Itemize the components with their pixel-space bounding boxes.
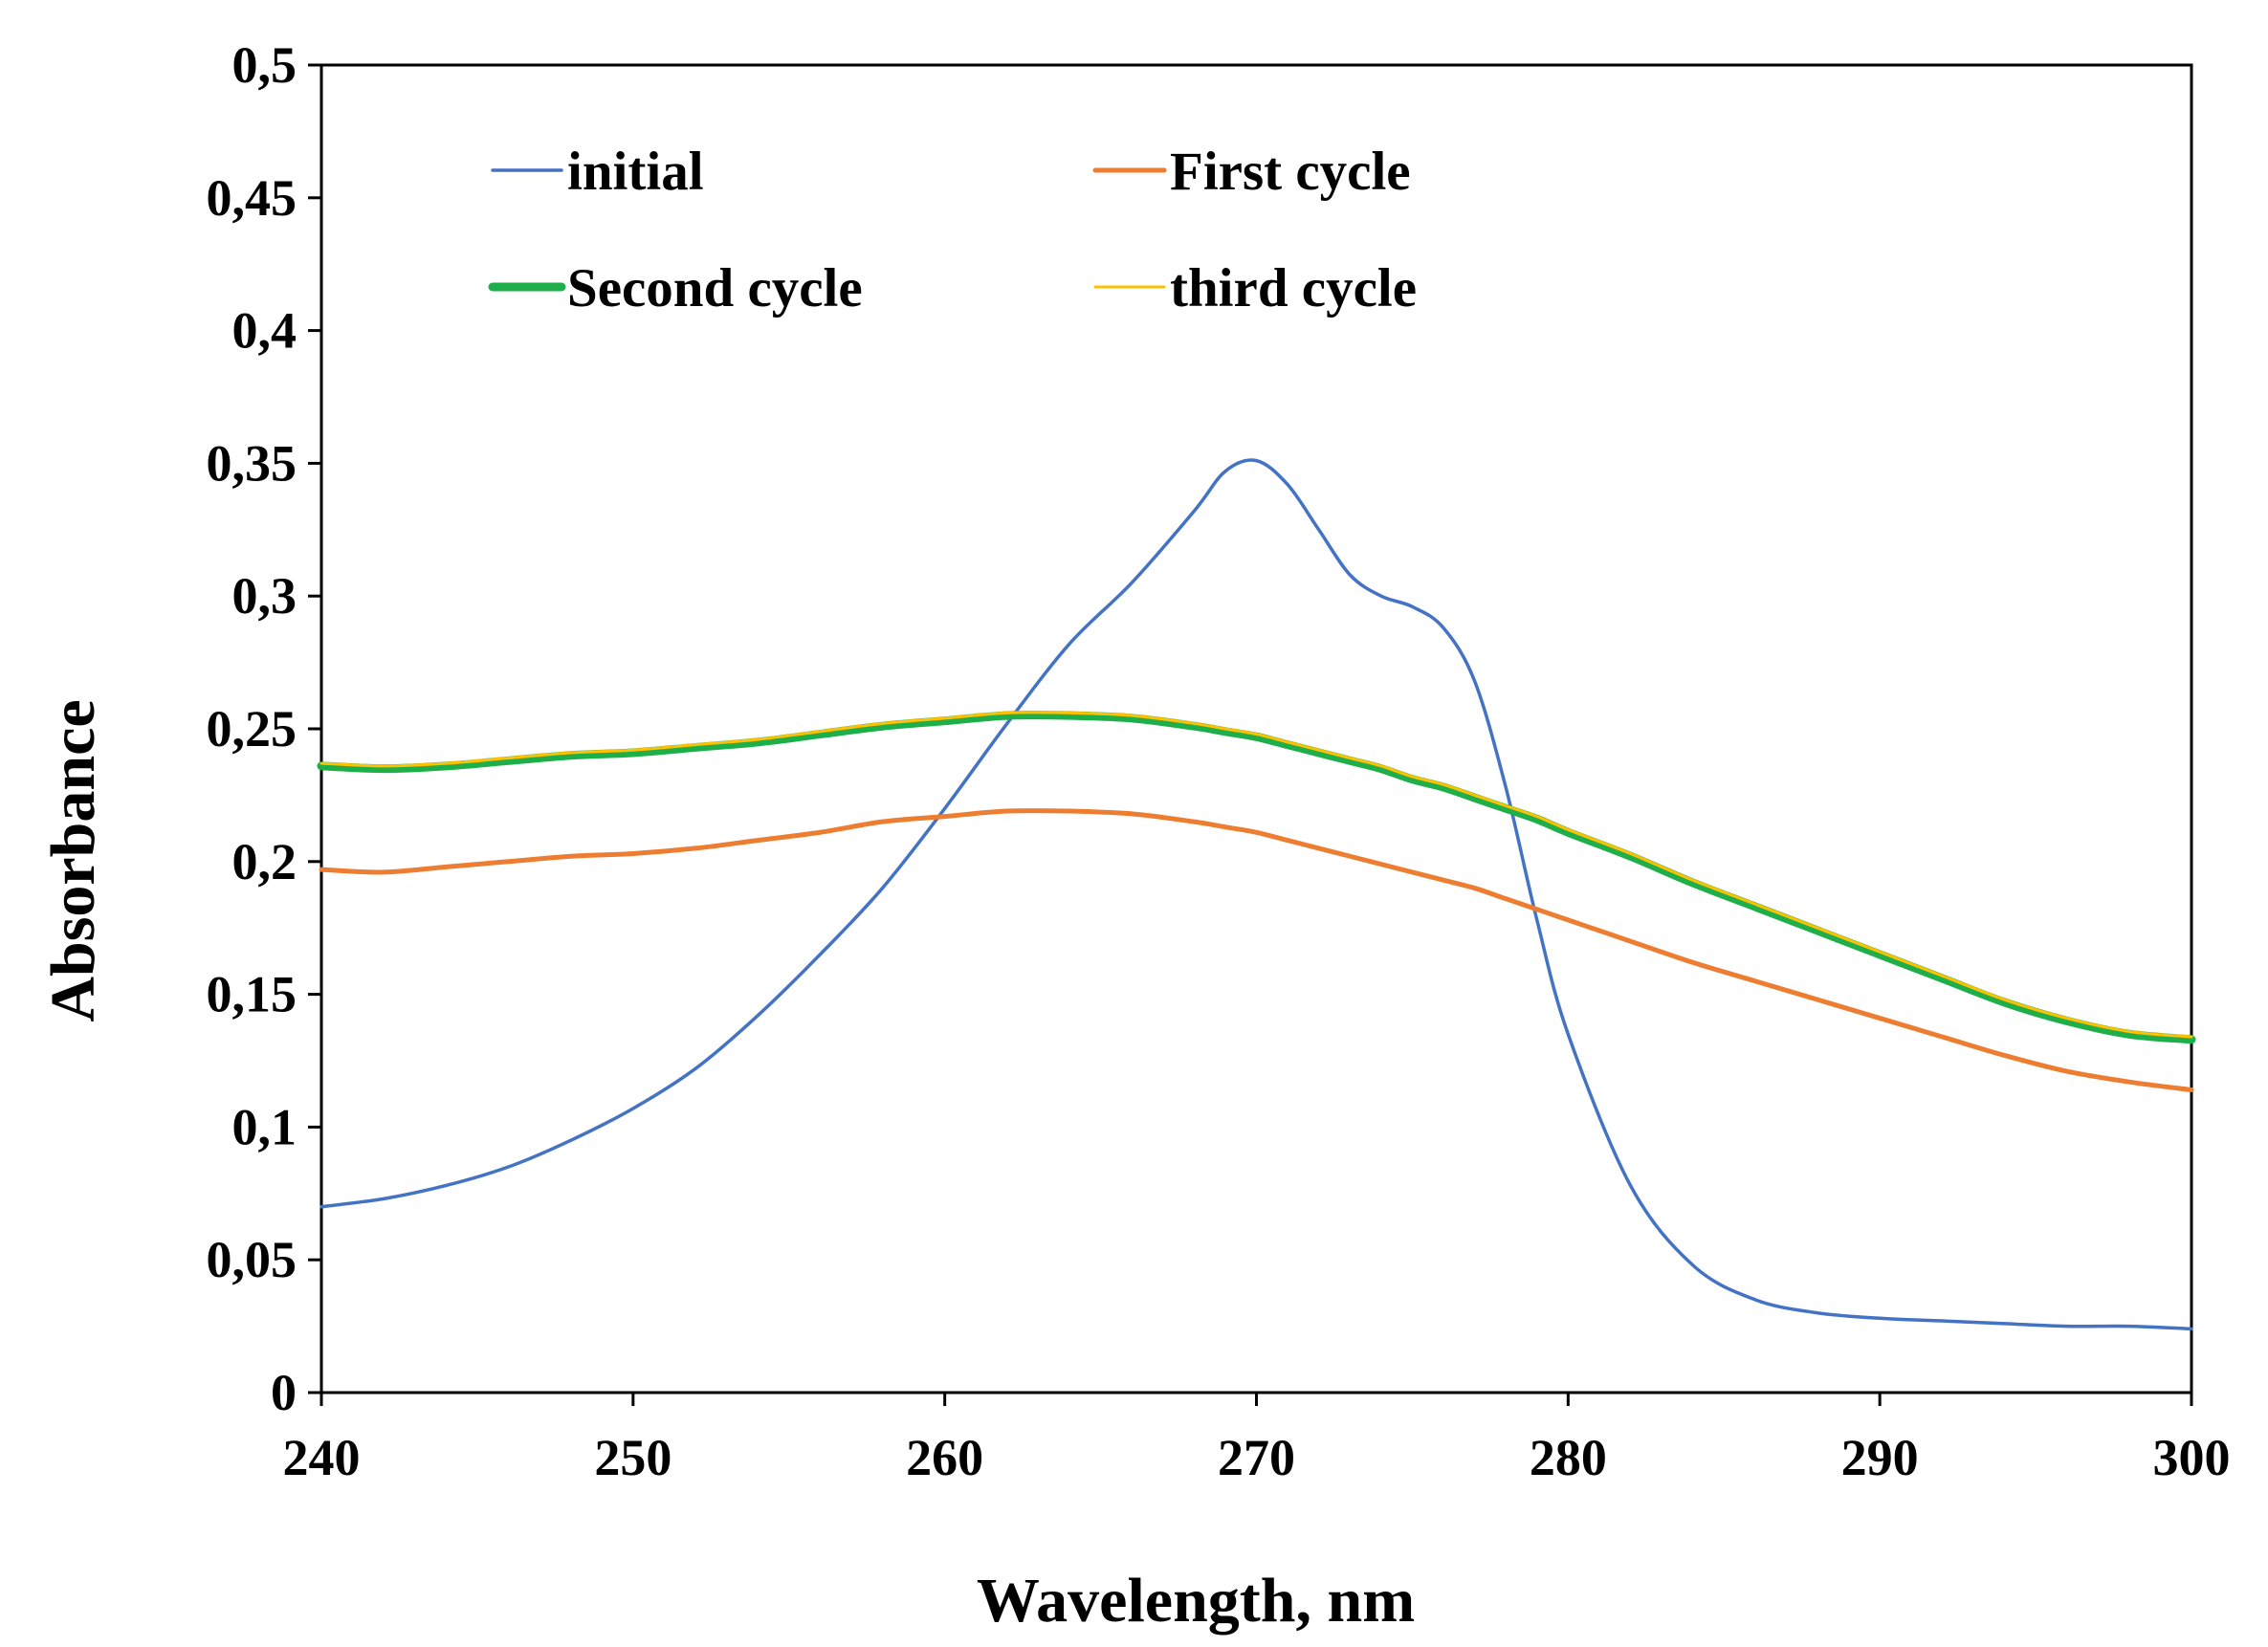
series-layer xyxy=(317,458,2196,1331)
y-tick-label: 0 xyxy=(271,1364,297,1421)
series-line-first-cycle xyxy=(319,808,2194,1093)
y-axis-ticks: 0 0,05 0,1 0,15 0,2 0,25 0,3 0,35 0,4 0,45 0,5 xyxy=(207,36,321,1421)
x-tick-label: 300 xyxy=(2153,1429,2231,1486)
x-tick-label: 280 xyxy=(1530,1429,1607,1486)
y-tick-label: 0,15 xyxy=(207,966,297,1023)
x-tick-label: 270 xyxy=(1218,1429,1295,1486)
y-tick-label: 0,2 xyxy=(232,833,297,890)
legend-label-second-cycle: Second cycle xyxy=(567,258,863,318)
y-axis-title: Absorbance xyxy=(38,699,108,1021)
legend: initial First cycle Second cycle third cycl… xyxy=(488,142,1417,318)
y-tick-label: 0,4 xyxy=(232,302,297,360)
y-tick-label: 0,3 xyxy=(232,567,297,625)
x-tick-label: 290 xyxy=(1841,1429,1919,1486)
y-tick-label: 0,05 xyxy=(207,1231,297,1288)
y-tick-label: 0,45 xyxy=(207,169,297,227)
legend-label-first-cycle: First cycle xyxy=(1170,142,1411,202)
y-tick-label: 0,35 xyxy=(207,434,297,492)
x-tick-label: 250 xyxy=(594,1429,672,1486)
legend-label-third-cycle: third cycle xyxy=(1170,258,1417,318)
legend-label-initial: initial xyxy=(567,142,704,202)
x-tick-label: 240 xyxy=(283,1429,361,1486)
x-tick-label: 260 xyxy=(906,1429,983,1486)
series-line-initial xyxy=(319,458,2193,1331)
y-tick-label: 0,1 xyxy=(232,1098,297,1155)
series-line-second-cycle xyxy=(317,711,2196,1044)
y-tick-label: 0,5 xyxy=(232,36,297,94)
plot-area xyxy=(319,63,2193,1394)
series-line-third-cycle xyxy=(319,711,2193,1039)
x-axis-title: Wavelength, nm xyxy=(977,1566,1415,1636)
x-axis-ticks: 240 250 260 270 280 290 300 xyxy=(283,1393,2231,1486)
y-tick-label: 0,25 xyxy=(207,700,297,758)
